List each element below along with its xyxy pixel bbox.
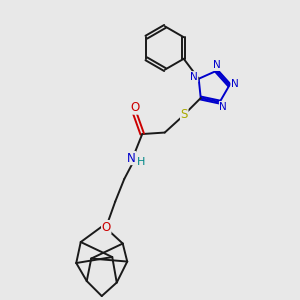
Text: N: N bbox=[219, 102, 227, 112]
Text: N: N bbox=[213, 61, 220, 70]
Text: N: N bbox=[190, 72, 198, 82]
Text: H: H bbox=[136, 157, 145, 167]
Text: S: S bbox=[181, 108, 188, 121]
Text: N: N bbox=[127, 152, 136, 164]
Text: O: O bbox=[130, 101, 140, 114]
Text: N: N bbox=[231, 79, 239, 89]
Text: O: O bbox=[102, 220, 111, 233]
